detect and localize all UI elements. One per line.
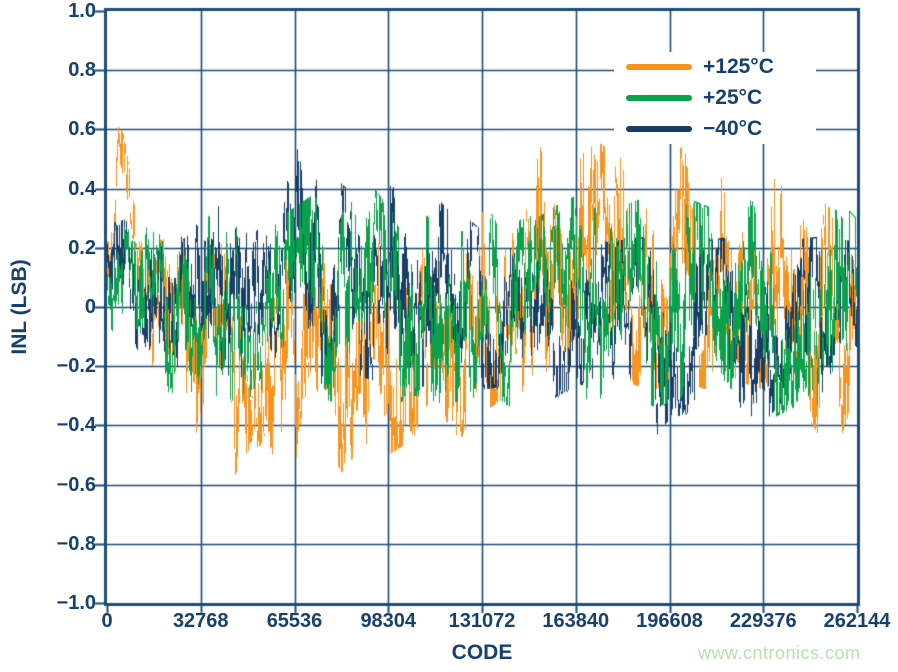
legend-label-neg40c: −40°C — [703, 117, 763, 140]
y-tick-label: −0.6 — [56, 473, 96, 496]
y-tick-label: 1.0 — [68, 0, 96, 22]
legend-swatch-neg40c-line — [626, 126, 692, 132]
y-tick-label: −0.8 — [56, 532, 96, 555]
x-tick-label: 229376 — [729, 610, 797, 632]
x-tick-label: 0 — [101, 610, 113, 632]
y-tick-label: −0.4 — [56, 414, 96, 437]
y-tick-label: 0.2 — [68, 236, 96, 259]
legend-label-125c: +125°C — [703, 55, 774, 78]
y-tick-label: 0 — [84, 296, 96, 318]
x-axis-title: CODE — [451, 641, 513, 664]
x-tick-label: 98304 — [360, 610, 417, 632]
legend: +125°C +25°C −40°C — [614, 52, 816, 144]
y-tick-label: 0.6 — [68, 118, 96, 141]
x-tick-label: 65536 — [266, 610, 323, 632]
x-tick-label: 196608 — [636, 610, 703, 632]
y-tick-label: 0.4 — [68, 177, 96, 200]
legend-item-neg40c: −40°C — [614, 116, 816, 142]
legend-swatch-25c-line — [626, 95, 692, 101]
watermark-text: www.cntronics.com — [698, 643, 861, 663]
y-tick-label: −1.0 — [56, 592, 96, 614]
legend-swatch-125c-line — [626, 64, 692, 70]
legend-item-25c: +25°C — [614, 85, 816, 111]
legend-item-125c: +125°C — [614, 54, 816, 80]
x-tick-label: 32768 — [172, 610, 229, 632]
y-tick-label: 0.8 — [68, 59, 96, 82]
x-tick-label: 163840 — [542, 610, 610, 632]
x-tick-label: 262144 — [823, 610, 891, 632]
y-tick-label: −0.2 — [56, 355, 96, 378]
x-tick-label: 131072 — [448, 610, 516, 632]
legend-label-25c: +25°C — [703, 86, 763, 109]
